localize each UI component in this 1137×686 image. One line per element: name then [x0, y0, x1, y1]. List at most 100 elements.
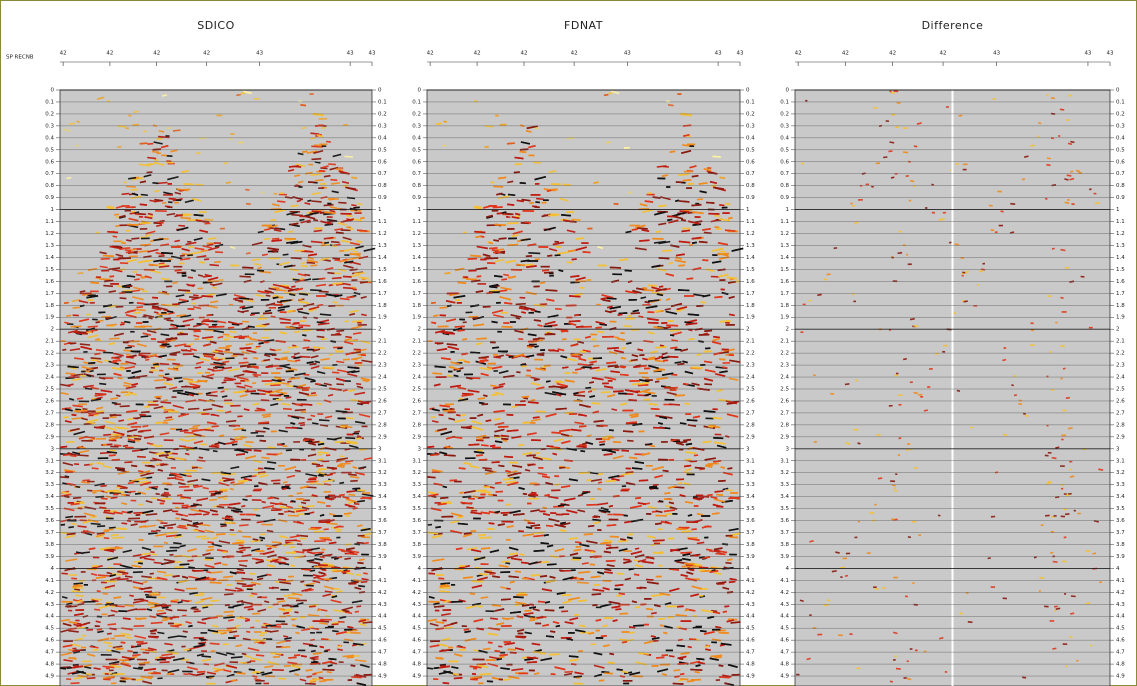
trace-wiggle — [125, 229, 131, 232]
trace-wiggle — [211, 425, 219, 428]
time-label-right: 3.1 — [378, 458, 387, 464]
trace-wiggle — [117, 605, 125, 608]
trace-wiggle — [313, 565, 324, 568]
trace-wiggle — [132, 571, 143, 574]
trace-wiggle — [78, 300, 89, 304]
trace-wiggle — [343, 264, 354, 269]
top-tick-label: 42 — [427, 51, 434, 57]
trace-wiggle — [271, 372, 281, 374]
trace-wiggle — [298, 186, 303, 188]
trace-wiggle — [270, 218, 277, 222]
trace-wiggle — [318, 419, 330, 422]
trace-wiggle — [77, 403, 87, 406]
trace-wiggle — [104, 490, 109, 493]
trace-wiggle — [66, 605, 78, 608]
trace-wiggle — [249, 572, 256, 575]
trace-wiggle — [198, 523, 211, 527]
trace-wiggle — [266, 453, 278, 456]
trace-wiggle — [303, 278, 312, 282]
trace-wiggle — [245, 252, 251, 255]
trace-wiggle — [170, 149, 178, 153]
trace-wiggle — [103, 284, 113, 288]
trace-wiggle — [340, 229, 351, 232]
trace-wiggle — [192, 294, 199, 297]
trace-wiggle — [314, 360, 321, 364]
trace-wiggle — [192, 305, 202, 310]
trace-wiggle — [241, 546, 251, 549]
trace-wiggle — [322, 479, 335, 483]
trace-wiggle — [174, 239, 181, 243]
trace-wiggle — [196, 392, 203, 395]
trace-wiggle — [310, 632, 315, 634]
trace-wiggle — [285, 449, 292, 452]
trace-wiggle — [219, 279, 224, 281]
trace-wiggle — [61, 572, 68, 575]
trace-wiggle — [130, 499, 137, 502]
trace-wiggle — [121, 205, 130, 207]
time-label-right: 1.9 — [378, 315, 387, 321]
trace-wiggle — [113, 213, 120, 216]
trace-wiggle — [125, 185, 136, 188]
time-label-left: 1.9 — [45, 315, 54, 321]
trace-wiggle — [143, 268, 155, 271]
time-label-left: 1.5 — [45, 267, 54, 273]
trace-wiggle — [296, 163, 306, 168]
trace-wiggle — [63, 640, 73, 643]
trace-wiggle — [287, 597, 300, 600]
trace-wiggle — [147, 212, 154, 216]
trace-wiggle — [148, 485, 159, 489]
time-label-left: 1.8 — [45, 303, 54, 309]
trace-wiggle — [131, 289, 141, 293]
trace-wiggle — [122, 444, 129, 448]
trace-wiggle — [132, 581, 144, 585]
trace-wiggle — [283, 395, 290, 397]
trace-wiggle — [299, 277, 304, 281]
trace-wiggle — [308, 181, 315, 184]
trace-wiggle — [217, 495, 228, 499]
trace-wiggle — [190, 508, 202, 513]
trace-wiggle — [71, 298, 81, 303]
trace-wiggle — [238, 141, 244, 144]
trace-wiggle — [269, 629, 279, 633]
trace-wiggle — [320, 257, 330, 261]
trace-wiggle — [143, 174, 152, 178]
trace-wiggle — [339, 615, 347, 619]
trace-wiggle — [220, 523, 227, 526]
trace-wiggle — [185, 587, 198, 590]
trace-wiggle — [133, 667, 143, 670]
trace-wiggle — [90, 329, 98, 332]
trace-wiggle — [259, 634, 265, 637]
trace-wiggle — [263, 312, 273, 315]
trace-wiggle — [229, 630, 238, 634]
trace-wiggle — [309, 93, 314, 95]
trace-wiggle — [95, 620, 101, 624]
trace-wiggle — [274, 348, 282, 352]
trace-wiggle — [250, 660, 256, 663]
trace-wiggle — [147, 156, 157, 160]
trace-wiggle — [109, 449, 116, 452]
trace-wiggle — [119, 323, 125, 326]
trace-wiggle — [127, 375, 136, 380]
trace-wiggle — [154, 198, 164, 202]
trace-wiggle — [234, 299, 243, 302]
trace-wiggle — [280, 588, 289, 591]
trace-wiggle — [89, 414, 94, 417]
trace-wiggle — [196, 497, 209, 502]
trace-wiggle — [179, 544, 186, 548]
trace-wiggle — [331, 595, 336, 597]
trace-wiggle — [121, 510, 132, 515]
trace-wiggle — [112, 235, 118, 238]
time-label-left: 3.7 — [45, 530, 54, 536]
trace-wiggle — [199, 592, 205, 595]
trace-wiggle — [346, 433, 354, 436]
trace-wiggle — [325, 140, 331, 143]
trace-wiggle — [326, 554, 331, 557]
trace-wiggle — [136, 343, 147, 348]
trace-wiggle — [279, 581, 291, 585]
trace-wiggle — [331, 623, 339, 626]
trace-wiggle — [106, 323, 117, 327]
time-label-left: 4.7 — [45, 650, 54, 656]
time-label-left: 0.6 — [45, 159, 54, 165]
trace-wiggle — [124, 365, 136, 370]
trace-wiggle — [145, 358, 150, 362]
